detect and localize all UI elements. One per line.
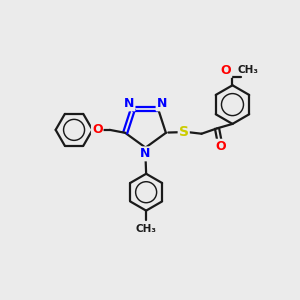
Text: CH₃: CH₃ xyxy=(238,65,259,75)
Text: O: O xyxy=(220,64,231,77)
Text: N: N xyxy=(124,98,134,110)
Text: O: O xyxy=(92,123,103,136)
Text: N: N xyxy=(140,147,151,161)
Text: S: S xyxy=(179,125,189,139)
Text: CH₃: CH₃ xyxy=(136,224,157,234)
Text: O: O xyxy=(215,140,226,153)
Text: N: N xyxy=(157,98,167,110)
